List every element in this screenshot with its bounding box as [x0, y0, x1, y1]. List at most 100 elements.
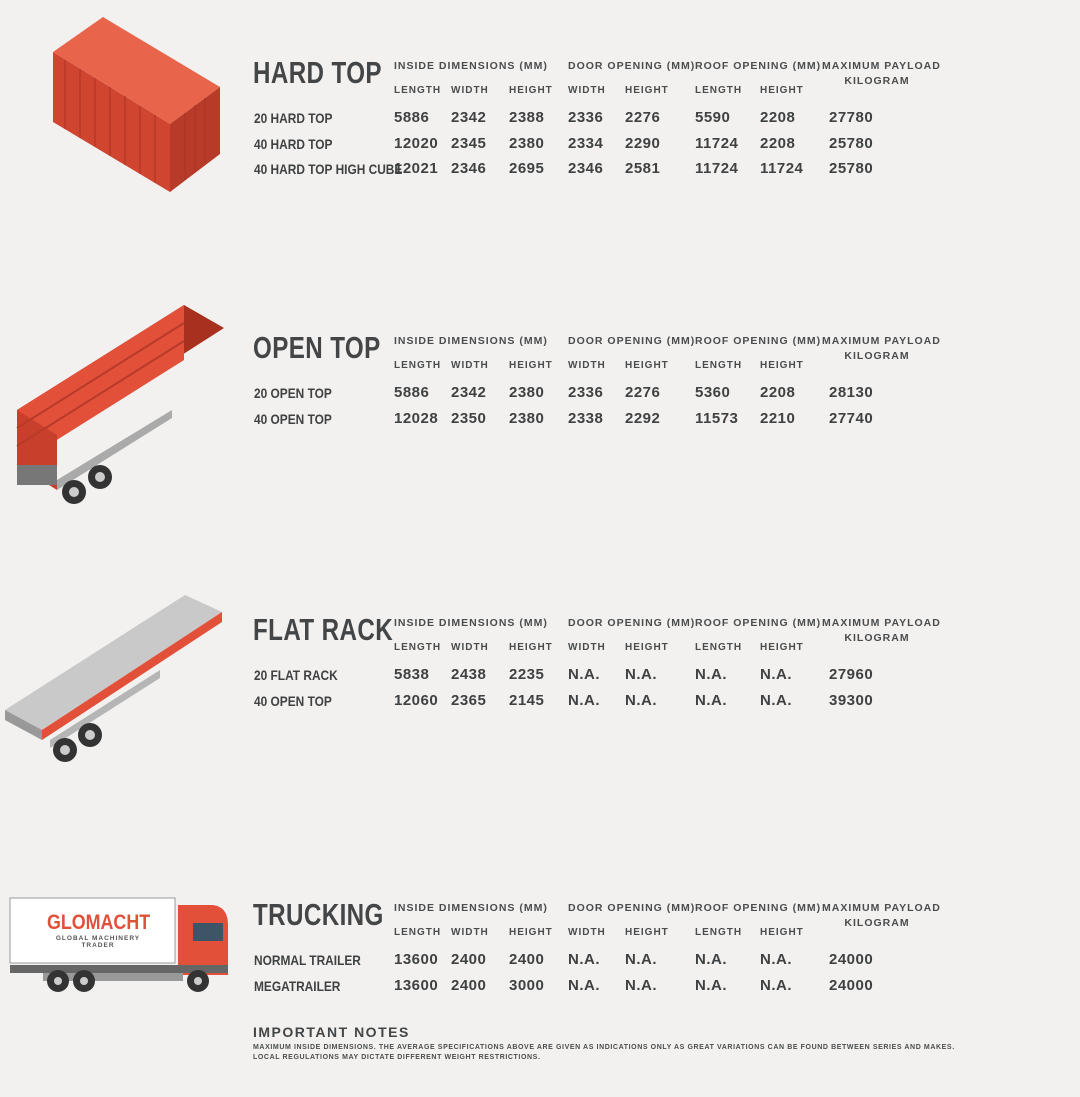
- section-trucking: TRUCKING INSIDE DIMENSIONS (MM) DOOR OPENI…: [0, 897, 1080, 1097]
- row-value: N.A.: [568, 951, 600, 968]
- row-value: 2365: [451, 691, 487, 709]
- row-name: NORMAL TRAILER: [254, 952, 361, 968]
- row-value: N.A.: [568, 666, 600, 683]
- row-value: 39300: [829, 691, 874, 709]
- notes-line-1: MAXIMUM INSIDE DIMENSIONS. THE AVERAGE S…: [253, 1044, 955, 1051]
- row-value: 2208: [760, 384, 796, 401]
- table-row: 40 HARD TOP HIGH CUBE 12021 2346 2695 2346 25…: [0, 160, 1080, 180]
- column-header: LENGTH: [394, 85, 442, 96]
- column-header: LENGTH: [394, 642, 442, 653]
- row-value: 11724: [760, 160, 804, 177]
- row-value: 2388: [509, 109, 545, 126]
- row-value: 13600: [394, 951, 439, 968]
- column-header: LENGTH: [695, 85, 743, 96]
- column-header: HEIGHT: [625, 642, 669, 653]
- row-value: N.A.: [695, 976, 727, 994]
- roof-opening-header: ROOF OPENING (MM): [695, 617, 822, 629]
- row-value: 5838: [394, 666, 430, 683]
- payload-line-1: MAXIMUM PAYLOAD: [822, 617, 941, 629]
- row-value: 12021: [394, 160, 439, 177]
- table-row: 20 OPEN TOP 5886 2342 2380 2336 2276 5360 2208 2…: [0, 384, 1080, 404]
- column-header: HEIGHT: [509, 927, 553, 938]
- section-hard-top: HARD TOP INSIDE DIMENSIONS (MM) DOOR OPENI…: [0, 55, 1080, 255]
- table-row: NORMAL TRAILER 13600 2400 2400 N.A. N.A. N.A. N…: [0, 951, 1080, 971]
- row-value: 11573: [695, 409, 739, 427]
- row-value: N.A.: [695, 691, 727, 709]
- column-header: LENGTH: [394, 927, 442, 938]
- column-header: LENGTH: [695, 360, 743, 371]
- max-payload-header: MAXIMUM PAYLOAD KILOGRAM: [822, 901, 940, 931]
- door-opening-header: DOOR OPENING (MM): [568, 902, 696, 914]
- row-value: 2400: [509, 951, 545, 968]
- row-value: 12060: [394, 691, 439, 709]
- row-value: 2342: [451, 109, 487, 126]
- logo-tagline: GLOBAL MACHINERY TRADER: [55, 935, 141, 949]
- door-opening-header: DOOR OPENING (MM): [568, 60, 696, 72]
- payload-line-1: MAXIMUM PAYLOAD: [822, 335, 941, 347]
- door-opening-header: DOOR OPENING (MM): [568, 335, 696, 347]
- max-payload-header: MAXIMUM PAYLOAD KILOGRAM: [822, 616, 941, 646]
- column-header: HEIGHT: [509, 85, 553, 96]
- max-payload-header: MAXIMUM PAYLOAD KILOGRAM: [822, 334, 941, 364]
- column-header: WIDTH: [451, 642, 489, 653]
- row-value: N.A.: [760, 666, 792, 683]
- table-row: 20 FLAT RACK 5838 2438 2235 N.A. N.A. N.A. N.A.…: [0, 666, 1080, 686]
- payload-line-2: KILOGRAM: [844, 632, 910, 644]
- notes-text: MAXIMUM INSIDE DIMENSIONS. THE AVERAGE S…: [253, 1043, 955, 1063]
- column-header: LENGTH: [695, 927, 743, 938]
- row-value: 25780: [829, 134, 874, 152]
- row-value: 2336: [568, 384, 604, 401]
- row-value: 2380: [509, 409, 545, 427]
- column-header: HEIGHT: [625, 360, 669, 371]
- column-header: WIDTH: [451, 927, 489, 938]
- door-opening-header: DOOR OPENING (MM): [568, 617, 696, 629]
- column-header: HEIGHT: [760, 642, 804, 653]
- row-value: N.A.: [625, 976, 657, 994]
- table-row: MEGATRAILER 13600 2400 3000 N.A. N.A. N.A. N.A.…: [0, 977, 1080, 997]
- notes-heading: IMPORTANT NOTES: [253, 1024, 410, 1040]
- section-flat-rack: FLAT RACK INSIDE DIMENSIONS (MM) DOOR OPEN…: [0, 612, 1080, 812]
- inside-dimensions-header: INSIDE DIMENSIONS (MM): [394, 335, 548, 347]
- section-title: HARD TOP: [253, 55, 382, 90]
- section-title: FLAT RACK: [253, 612, 394, 647]
- row-value: 2208: [760, 134, 796, 152]
- payload-line-2: KILOGRAM: [844, 75, 910, 87]
- important-notes: IMPORTANT NOTES MAXIMUM INSIDE DIMENSION…: [253, 1024, 955, 1063]
- row-value: N.A.: [760, 976, 792, 994]
- row-name: 20 HARD TOP: [254, 110, 333, 126]
- row-value: 25780: [829, 160, 874, 177]
- row-value: 12020: [394, 134, 439, 152]
- column-header: HEIGHT: [625, 85, 669, 96]
- row-value: N.A.: [568, 976, 600, 994]
- row-value: 2276: [625, 109, 661, 126]
- payload-line-2: KILOGRAM: [844, 917, 910, 929]
- row-name: 20 FLAT RACK: [254, 667, 338, 683]
- notes-line-2: LOCAL REGULATIONS MAY DICTATE DIFFERENT …: [253, 1054, 541, 1061]
- max-payload-header: MAXIMUM PAYLOAD KILOGRAM: [822, 59, 940, 89]
- row-value: 2235: [509, 666, 545, 683]
- row-value: 2345: [451, 134, 487, 152]
- row-name: 40 OPEN TOP: [254, 692, 332, 709]
- row-value: 12028: [394, 409, 439, 427]
- section-title: OPEN TOP: [253, 330, 381, 365]
- row-value: 2380: [509, 384, 545, 401]
- open-top-trailer-illustration: [16, 305, 224, 504]
- row-value: 2400: [451, 951, 487, 968]
- table-row: 40 OPEN TOP 12060 2365 2145 N.A. N.A. N.A. N.A.…: [0, 692, 1080, 712]
- roof-opening-header: ROOF OPENING (MM): [695, 902, 822, 914]
- column-header: WIDTH: [568, 927, 606, 938]
- column-header: HEIGHT: [760, 927, 804, 938]
- column-header: WIDTH: [451, 85, 489, 96]
- row-value: N.A.: [760, 691, 792, 709]
- row-value: 27960: [829, 666, 874, 683]
- column-header: WIDTH: [568, 85, 606, 96]
- row-value: N.A.: [760, 951, 792, 968]
- glomacht-logo: GLOMACHT GLOBAL MACHINERY TRADER: [38, 911, 158, 949]
- logo-name: GLOMACHT: [47, 911, 151, 934]
- column-header: HEIGHT: [760, 360, 804, 371]
- row-value: 5590: [695, 109, 731, 126]
- row-value: 11724: [695, 134, 739, 152]
- row-value: 2346: [451, 160, 487, 177]
- row-value: N.A.: [625, 691, 657, 709]
- row-value: 2438: [451, 666, 487, 683]
